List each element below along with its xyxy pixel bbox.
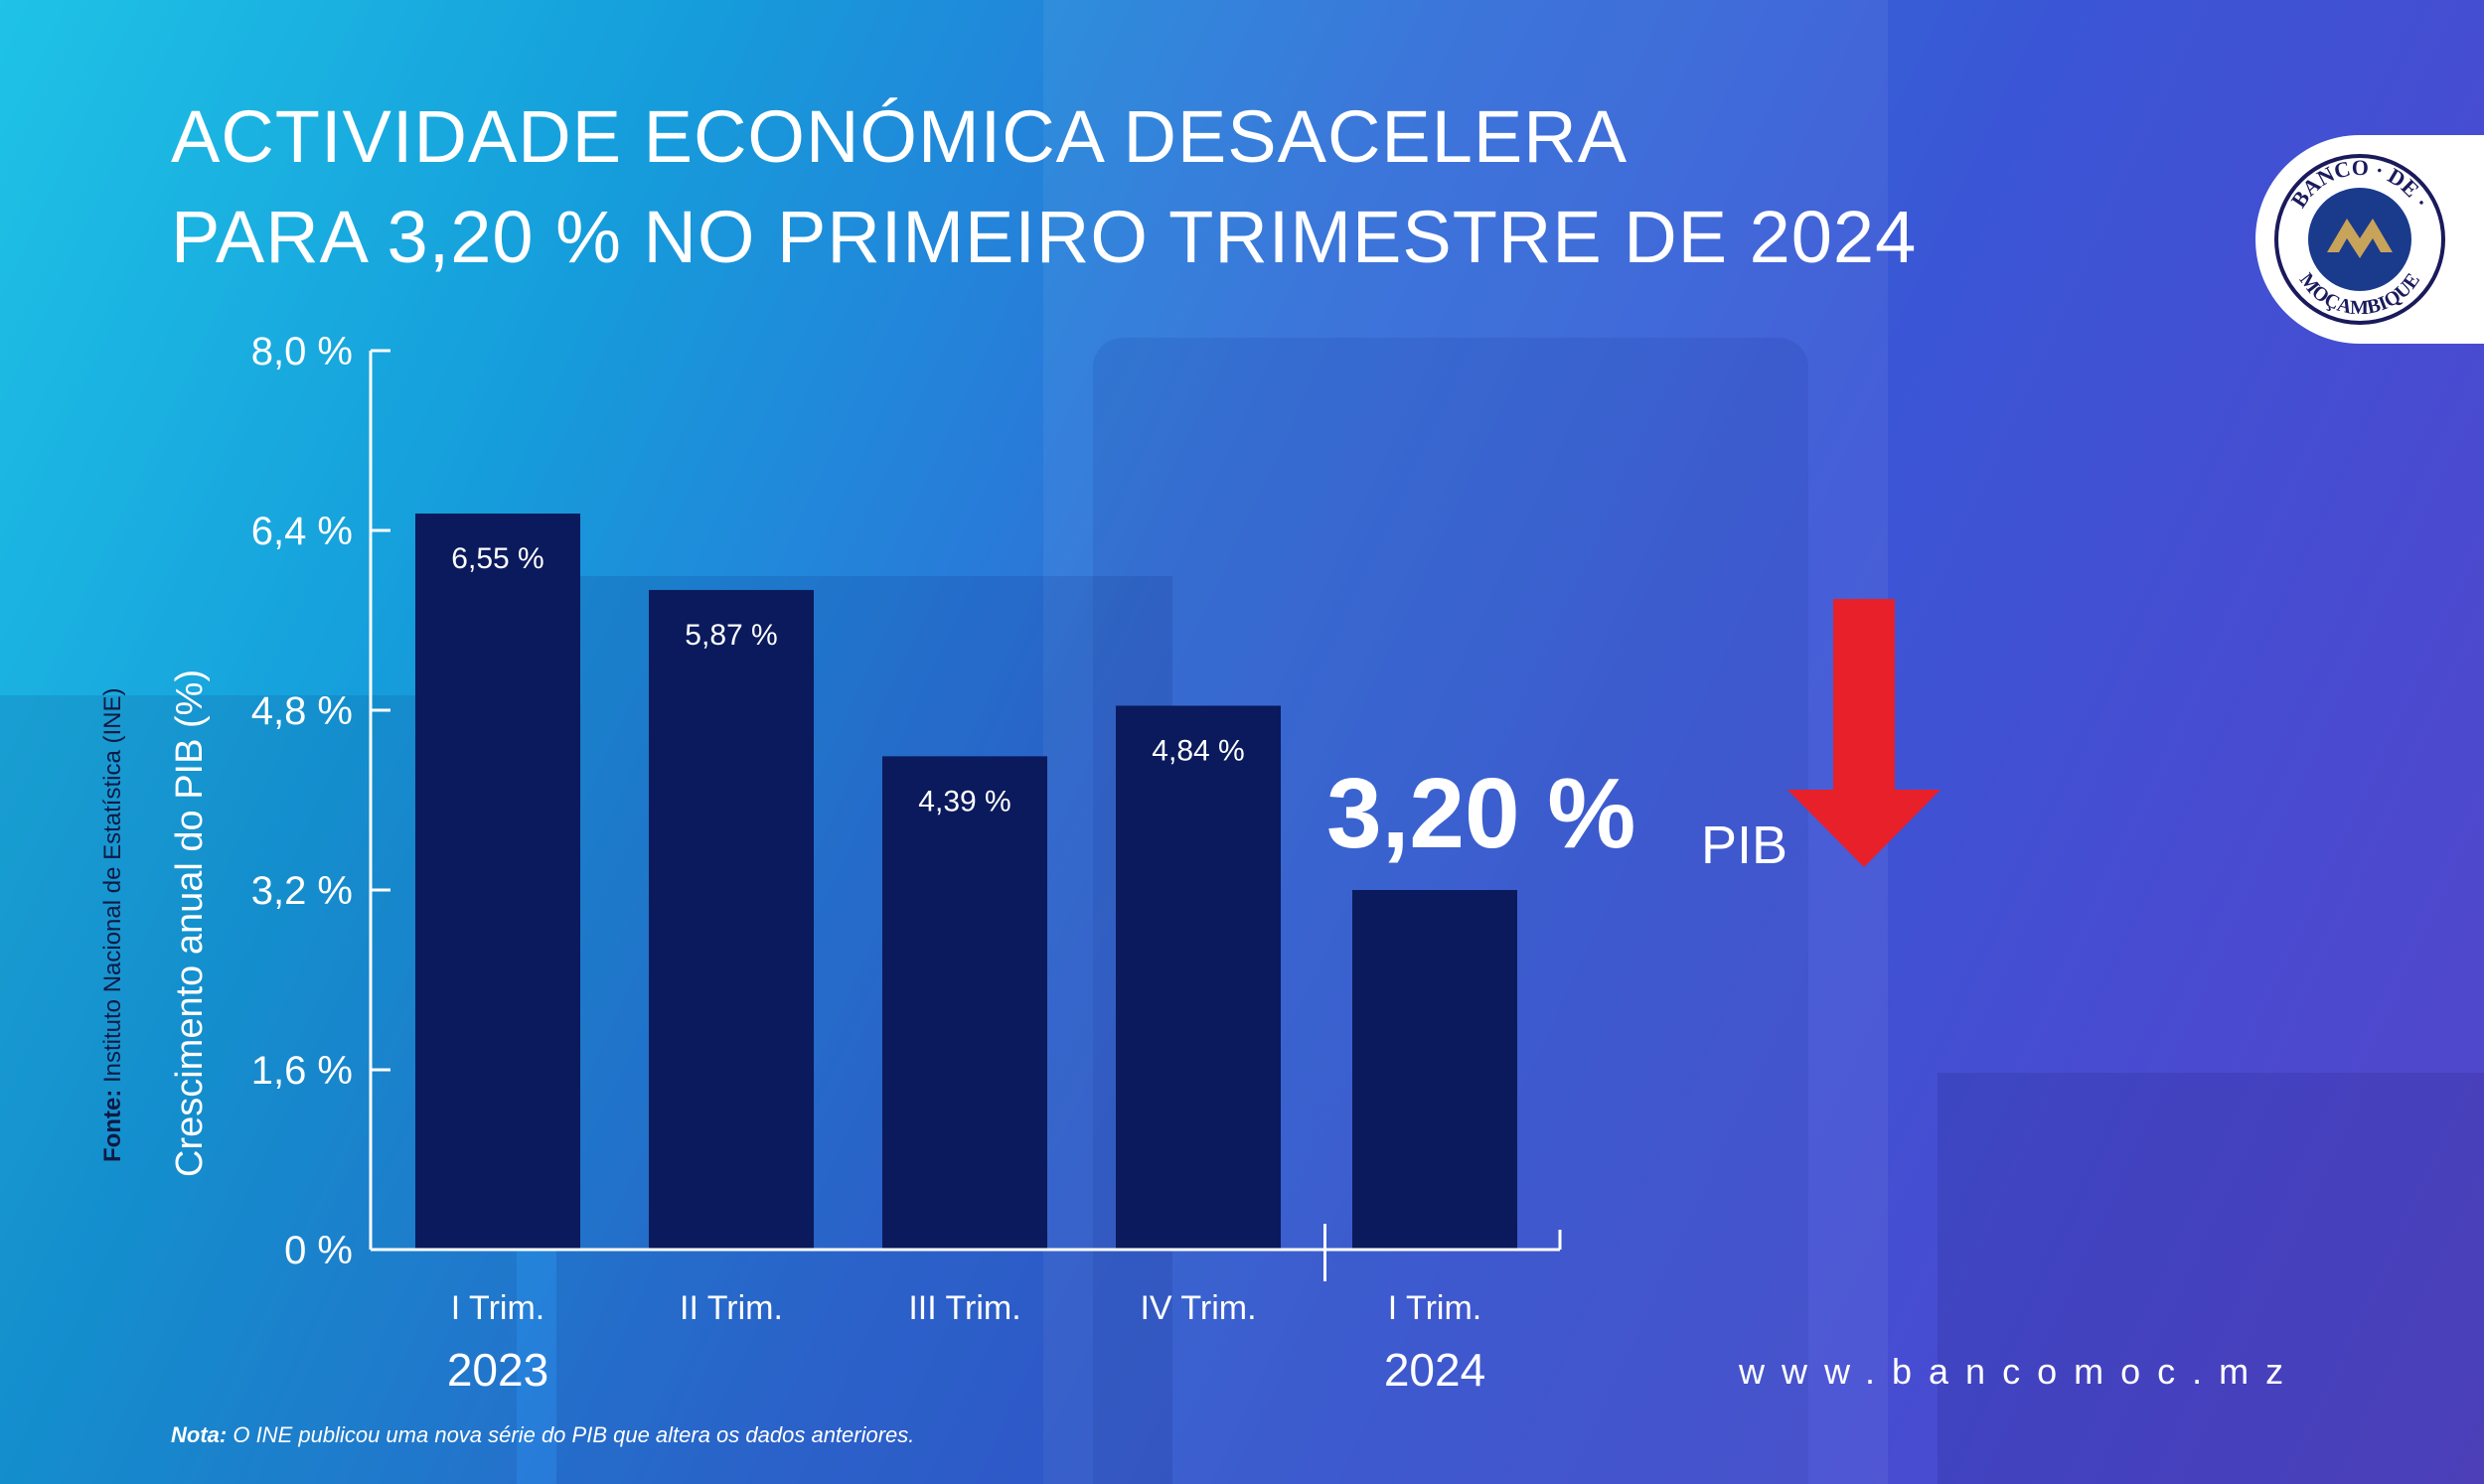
source-text: Instituto Nacional de Estatística (INE) bbox=[99, 687, 126, 1084]
y-tick-label: 8,0 % bbox=[251, 330, 353, 373]
group-year-label: 2024 bbox=[1384, 1344, 1485, 1396]
bar bbox=[1116, 705, 1281, 1250]
y-tick-label: 1,6 % bbox=[251, 1049, 353, 1093]
bar-data-label: 5,87 % bbox=[685, 619, 777, 652]
x-tick-label: I Trim. bbox=[1388, 1289, 1481, 1327]
group-year-label: 2023 bbox=[447, 1344, 548, 1396]
bar-data-label: 4,39 % bbox=[918, 785, 1010, 817]
down-arrow-icon bbox=[1787, 599, 1941, 867]
y-tick-label: 0 % bbox=[284, 1229, 353, 1272]
website-link[interactable]: www.bancomoc.mz bbox=[1739, 1351, 2301, 1392]
bar bbox=[1352, 890, 1517, 1250]
pib-label: PIB bbox=[1701, 816, 1788, 875]
bar bbox=[649, 589, 814, 1250]
background-building bbox=[1938, 1073, 2484, 1484]
source-note: Fonte: Instituto Nacional de Estatística… bbox=[99, 688, 127, 1162]
y-tick-label: 6,4 % bbox=[251, 510, 353, 553]
title-line-2: PARA 3,20 % NO PRIMEIRO TRIMESTRE DE 202… bbox=[171, 196, 1918, 278]
bank-logo: BANCO · DE · MOÇAMBIQUE bbox=[2255, 135, 2484, 344]
x-tick-label: III Trim. bbox=[908, 1289, 1020, 1327]
note-label: Nota: bbox=[171, 1422, 228, 1447]
note-text: O INE publicou uma nova série do PIB que… bbox=[233, 1422, 915, 1447]
source-label: Fonte: bbox=[99, 1089, 126, 1162]
y-tick-label: 3,2 % bbox=[251, 869, 353, 913]
x-tick-label: I Trim. bbox=[451, 1289, 544, 1327]
title-line-1: ACTIVIDADE ECONÓMICA DESACELERA bbox=[171, 95, 1629, 178]
bar-data-label: 4,84 % bbox=[1152, 734, 1244, 767]
logo-emblem-icon bbox=[2327, 219, 2393, 258]
y-axis-title: Crescimento anual do PIB (%) bbox=[169, 668, 211, 1177]
x-tick-label: II Trim. bbox=[680, 1289, 783, 1327]
bar bbox=[415, 514, 580, 1250]
highlight-value: 3,20 % bbox=[1326, 758, 1636, 869]
y-tick-label: 4,8 % bbox=[251, 689, 353, 733]
bar-data-label: 6,55 % bbox=[451, 542, 543, 575]
x-tick-label: IV Trim. bbox=[1140, 1289, 1256, 1327]
footnote: Nota: O INE publicou uma nova série do P… bbox=[171, 1422, 914, 1448]
bar bbox=[882, 756, 1047, 1250]
